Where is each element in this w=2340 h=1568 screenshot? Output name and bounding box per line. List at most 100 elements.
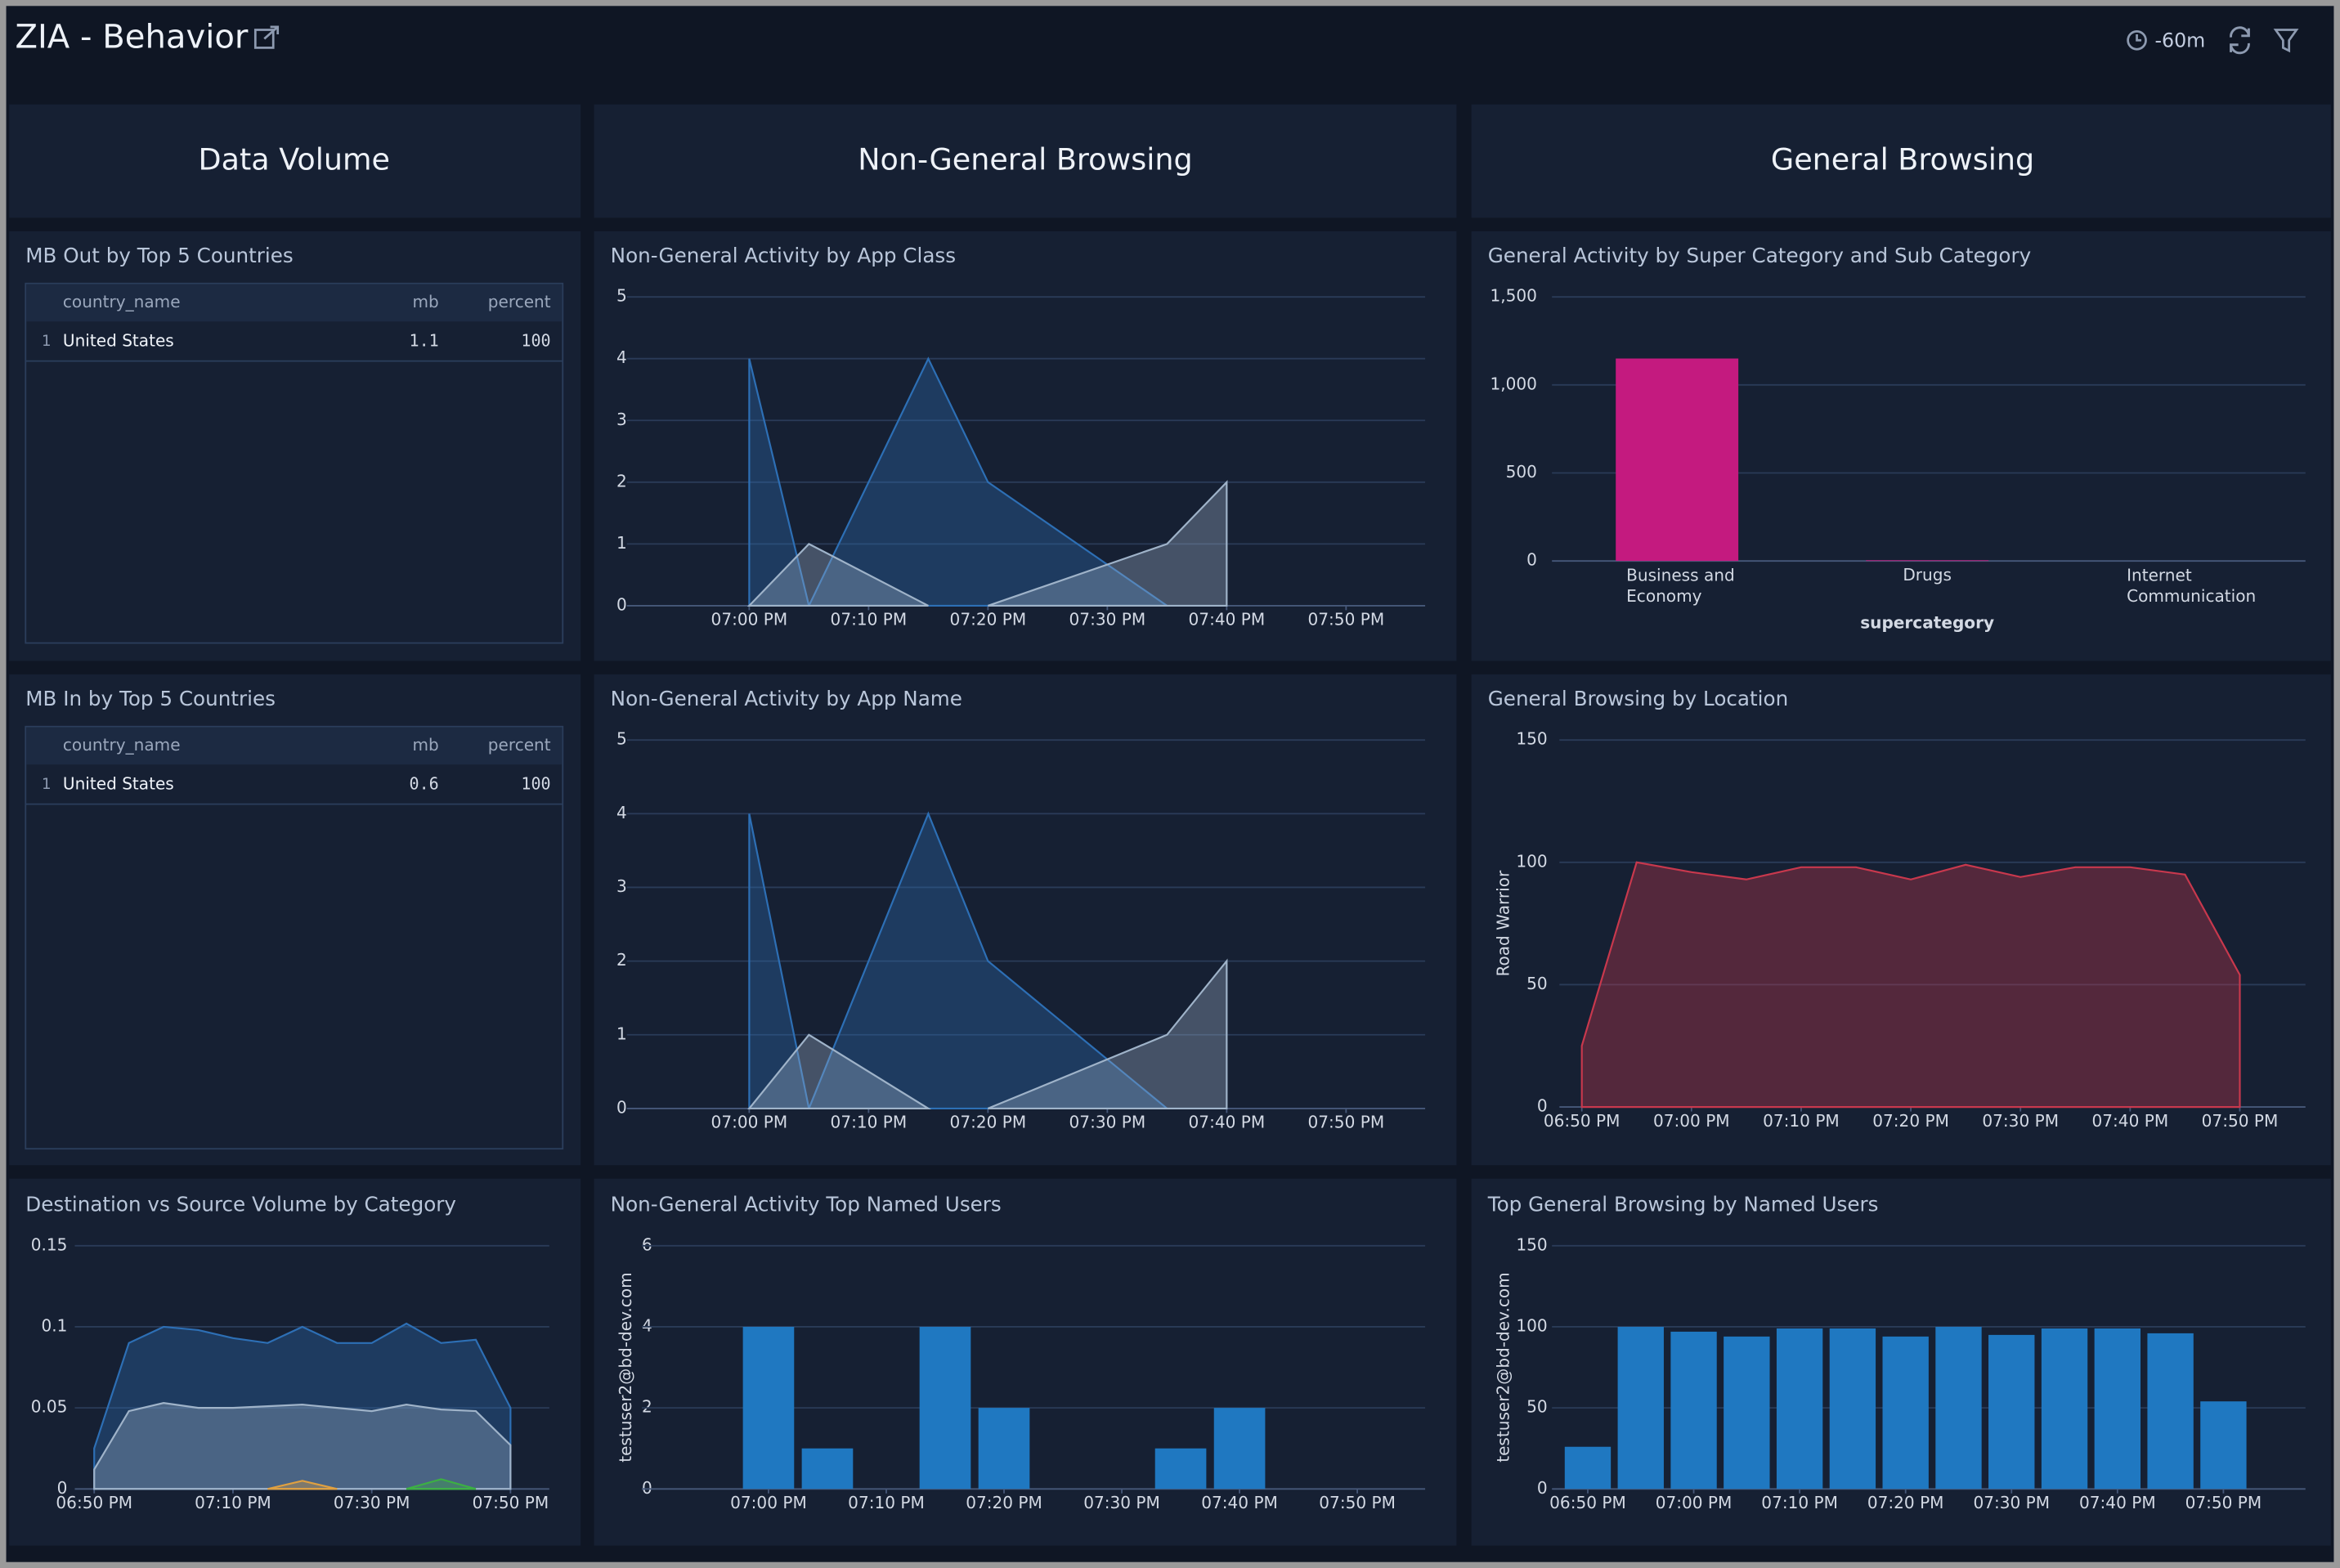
table-frame	[25, 282, 564, 644]
bar	[978, 1408, 1030, 1490]
chart-title: Destination vs Source Volume by Category	[25, 1193, 456, 1216]
y-tick-label: 1	[616, 533, 627, 553]
bar	[1670, 1331, 1717, 1490]
panel	[1471, 231, 2331, 661]
section-panel	[9, 104, 581, 218]
x-tick-label: 07:10 PM	[1761, 1493, 1838, 1512]
y-tick-label: 2	[616, 471, 627, 491]
y-tick-label: 0.05	[31, 1397, 68, 1417]
panel	[9, 1178, 581, 1546]
area-series	[988, 480, 1228, 607]
area-series	[746, 543, 929, 607]
table-cell: 1.1	[410, 330, 439, 350]
x-tick-label: 07:30 PM	[1069, 610, 1146, 629]
bar	[2041, 1328, 2088, 1490]
column-header: percent	[488, 292, 551, 311]
x-tick-label: 07:00 PM	[1653, 1111, 1730, 1131]
y-axis-title: testuser2@bd-dev.com	[1493, 1272, 1513, 1462]
table-cell: United States	[63, 773, 174, 793]
share-icon[interactable]	[253, 25, 280, 49]
bar	[2200, 1401, 2247, 1490]
bar	[1866, 560, 1989, 562]
column-header: country_name	[63, 735, 181, 755]
column-header: percent	[488, 735, 551, 755]
bar	[742, 1326, 795, 1490]
column-header: mb	[413, 735, 439, 755]
x-tick-label: 07:40 PM	[2092, 1111, 2169, 1131]
x-tick-label: 07:00 PM	[711, 1113, 788, 1132]
x-tick-label: 07:50 PM	[1319, 1493, 1396, 1512]
area-series	[93, 1402, 512, 1490]
x-tick-label: 07:30 PM	[1982, 1111, 2059, 1131]
y-tick-label: 0	[1526, 550, 1537, 570]
y-tick-label: 150	[1516, 729, 1547, 749]
label-line: Business and	[1626, 565, 1735, 585]
y-tick-label: 0	[57, 1478, 68, 1498]
area-series	[747, 1033, 932, 1110]
y-tick-label: 4	[642, 1315, 652, 1335]
refresh-icon[interactable]	[2230, 26, 2250, 55]
y-tick-label: 50	[1526, 1397, 1548, 1417]
x-tick-label: Internet Communication	[2127, 565, 2256, 606]
bar	[1564, 1446, 1612, 1490]
y-tick-label: 150	[1516, 1234, 1547, 1254]
x-tick-label: 07:00 PM	[730, 1493, 807, 1512]
y-tick-label: 500	[1506, 462, 1537, 482]
table-frame	[25, 725, 564, 1150]
bar	[1724, 1336, 1770, 1490]
area-series	[93, 1322, 512, 1490]
filter-icon[interactable]	[2273, 29, 2299, 53]
x-tick-label: Drugs	[1903, 565, 1952, 585]
section-title: General Browsing	[1771, 142, 2034, 177]
column-header: mb	[413, 292, 439, 311]
area-series	[406, 1478, 477, 1490]
panel	[1471, 674, 2331, 1166]
y-tick-label: 0	[1537, 1096, 1548, 1116]
y-tick-label: 100	[1516, 1315, 1547, 1335]
bar	[1882, 1336, 1929, 1490]
section-title: Data Volume	[199, 142, 390, 177]
x-axis-title: supercategory	[1860, 612, 1994, 632]
bar	[2094, 1328, 2141, 1490]
area-series	[987, 958, 1228, 1110]
bar	[2147, 1333, 2194, 1490]
x-tick-label: 07:40 PM	[1201, 1493, 1278, 1512]
x-tick-label: 07:50 PM	[1308, 610, 1385, 629]
x-tick-label: 07:10 PM	[848, 1493, 925, 1512]
bar	[1829, 1328, 1876, 1490]
y-tick-label: 1,000	[1490, 374, 1536, 393]
chart-title: General Activity by Super Category and S…	[1488, 244, 2031, 267]
y-axis-title: Road Warrior	[1493, 870, 1513, 977]
column-header: country_name	[63, 292, 181, 311]
x-tick-label: 07:00 PM	[1656, 1493, 1733, 1512]
x-tick-label: 07:40 PM	[2079, 1493, 2156, 1512]
chart-title: Non-General Activity by App Class	[611, 244, 956, 267]
y-tick-label: 3	[616, 876, 627, 896]
dashboard-title: ZIA - Behavior	[16, 18, 249, 56]
x-tick-label: 07:40 PM	[1189, 610, 1266, 629]
y-tick-label: 5	[616, 286, 627, 306]
label-line: Economy	[1626, 585, 1702, 605]
chart-title: General Browsing by Location	[1488, 687, 1788, 710]
x-tick-label: 06:50 PM	[1549, 1493, 1626, 1512]
x-tick-label: Business and Economy	[1626, 565, 1735, 606]
label-line: Internet	[2127, 565, 2192, 585]
x-tick-label: 07:20 PM	[1867, 1493, 1944, 1512]
chart-title: Non-General Activity by App Name	[611, 687, 962, 710]
bar	[1776, 1328, 1823, 1490]
y-tick-label: 2	[642, 1397, 652, 1417]
panel	[594, 1178, 1457, 1546]
clock-hand	[2136, 34, 2142, 42]
y-axis-title: testuser2@bd-dev.com	[616, 1272, 635, 1462]
y-tick-label: 4	[616, 347, 627, 367]
bar	[1616, 358, 1739, 562]
y-tick-label: 1,500	[1490, 286, 1536, 306]
y-tick-label: 0.15	[31, 1234, 68, 1254]
chart-title: Non-General Activity Top Named Users	[611, 1193, 1002, 1216]
table-header	[26, 284, 563, 322]
time-picker[interactable]: -60m	[2127, 29, 2206, 52]
row-number: 1	[42, 333, 52, 350]
area-series	[267, 1480, 338, 1490]
x-tick-label: 07:10 PM	[831, 1113, 908, 1132]
